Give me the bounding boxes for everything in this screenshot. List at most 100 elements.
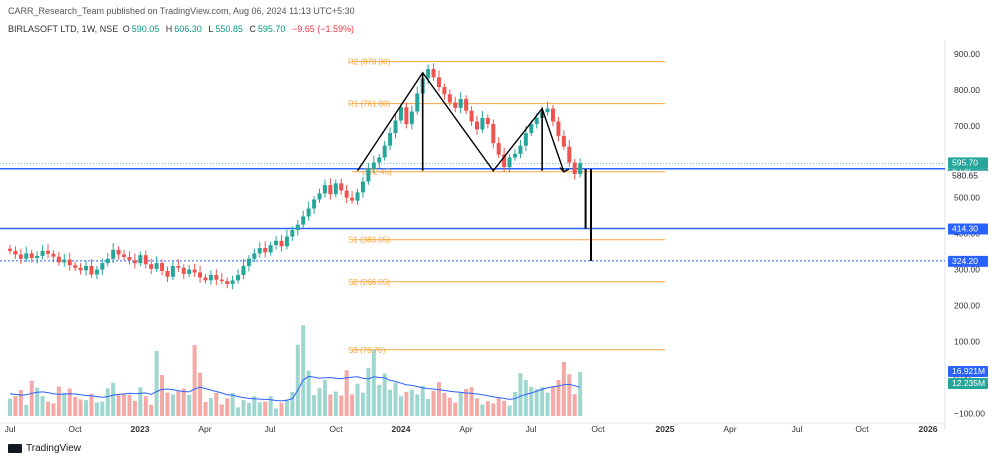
tradingview-footer: TradingView — [8, 443, 81, 454]
volume-bar — [529, 386, 534, 416]
volume-bar — [24, 404, 29, 416]
candle-body — [388, 133, 393, 146]
time-tick-label: Jul — [265, 424, 276, 434]
candle-body — [377, 157, 382, 163]
candle-body — [268, 245, 273, 253]
volume-bar — [317, 388, 322, 416]
volume-bar — [556, 380, 561, 416]
volume-bar — [160, 374, 165, 416]
volume-bar — [279, 402, 284, 416]
volume-bar — [306, 370, 311, 416]
candle-body — [165, 271, 170, 277]
volume-bar — [138, 387, 143, 416]
candle-body — [24, 253, 29, 259]
candle-body — [322, 185, 327, 194]
volume-bar — [143, 396, 148, 416]
symbol-name: BIRLASOFT LTD, 1W, NSE — [8, 24, 119, 34]
volume-bar — [561, 362, 566, 416]
volume-bar — [382, 373, 387, 416]
time-tick-label: Jul — [526, 424, 537, 434]
volume-bar — [187, 394, 192, 416]
volume-bar — [100, 401, 105, 416]
volume-bar — [545, 392, 550, 416]
volume-bar — [208, 398, 213, 416]
candle-body — [214, 274, 219, 280]
candle-body — [149, 264, 154, 269]
volume-bar — [388, 389, 393, 416]
volume-bar — [46, 401, 51, 416]
volume-bar — [377, 385, 382, 416]
price-tick-label: 0.00 — [954, 372, 971, 382]
candle-body — [13, 250, 18, 255]
time-tick-label: Oct — [329, 424, 343, 434]
level-label-580: 580.65 — [952, 171, 978, 181]
candle-body — [512, 153, 517, 158]
volume-bar — [393, 382, 398, 416]
candle-body — [518, 145, 523, 154]
ohlc-open: O 590.05 — [122, 24, 160, 34]
volume-bar — [431, 390, 436, 416]
candle-body — [89, 265, 94, 275]
candle-body — [67, 259, 72, 266]
volume-bar — [426, 399, 431, 416]
volume-bar — [572, 394, 577, 416]
level-label-324: 324.20 — [952, 256, 978, 266]
volume-bar — [366, 368, 371, 416]
price-tick-label: −100.00 — [954, 408, 985, 418]
volume-bar — [344, 370, 349, 416]
level-label-324-bg — [948, 255, 988, 267]
volume-bar — [241, 400, 246, 416]
volume-bar — [73, 396, 78, 416]
price-tick-label: 200.00 — [954, 301, 980, 311]
candle-body — [230, 280, 235, 284]
footer-brand: TradingView — [26, 443, 82, 454]
candle-body — [246, 258, 251, 266]
pivot-label-r2: R2 (878.80) — [348, 58, 391, 67]
volume-bar — [263, 401, 268, 416]
price-tick-label: 500.00 — [954, 193, 980, 203]
volume-bar — [219, 404, 224, 416]
candle-body — [366, 168, 371, 182]
candle-body — [393, 120, 398, 134]
time-tick-label: 2023 — [131, 424, 150, 434]
volume-ma-line — [9, 375, 581, 402]
volume-ma-label: 16.921M — [952, 366, 985, 376]
volume-bar — [214, 392, 219, 416]
candle-body — [344, 190, 349, 198]
volume-bar — [512, 391, 517, 416]
time-tick-label: Oct — [855, 424, 869, 434]
volume-bar — [225, 398, 230, 416]
volume-bar — [67, 388, 72, 416]
volume-bar — [371, 350, 376, 416]
level-label-580-bg — [948, 170, 988, 182]
candle-body — [556, 121, 561, 136]
tradingview-logo-icon — [8, 444, 22, 453]
candle-body — [160, 263, 165, 272]
candle-body — [382, 145, 387, 158]
volume-bar — [355, 383, 360, 416]
candle-body — [534, 117, 539, 125]
candle-body — [225, 281, 230, 284]
volume-bar — [84, 400, 89, 416]
candle-body — [111, 249, 116, 259]
candle-body — [236, 274, 241, 281]
candle-body — [170, 265, 175, 277]
candle-body — [116, 249, 121, 255]
volume-bar — [436, 382, 441, 416]
volume-bar — [312, 395, 317, 416]
volume-bar — [252, 396, 257, 416]
candle-body — [431, 69, 436, 78]
candle-body — [507, 157, 512, 168]
pivot-label-s1: S1 (383.05) — [348, 236, 390, 245]
candle-body — [409, 111, 414, 125]
candle-body — [502, 154, 507, 168]
volume-bar — [551, 386, 555, 416]
volume-bar — [339, 395, 344, 416]
volume-bar — [127, 394, 132, 416]
candle-body — [464, 98, 469, 111]
candle-body — [551, 108, 555, 122]
volume-bar — [13, 396, 18, 416]
volume-bar — [453, 402, 458, 416]
candle-body — [339, 183, 344, 191]
